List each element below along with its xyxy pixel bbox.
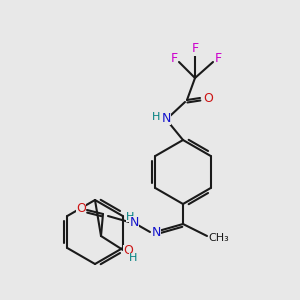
- Text: N: N: [151, 226, 161, 239]
- Text: H: H: [129, 253, 137, 263]
- Text: F: F: [191, 43, 199, 56]
- Text: O: O: [123, 244, 133, 257]
- Text: F: F: [214, 52, 222, 65]
- Text: H: H: [152, 112, 160, 122]
- Text: H: H: [126, 212, 134, 222]
- Text: F: F: [170, 52, 178, 65]
- Text: N: N: [161, 112, 171, 124]
- Text: O: O: [203, 92, 213, 104]
- Text: O: O: [76, 202, 86, 214]
- Text: N: N: [129, 215, 139, 229]
- Text: CH₃: CH₃: [208, 233, 230, 243]
